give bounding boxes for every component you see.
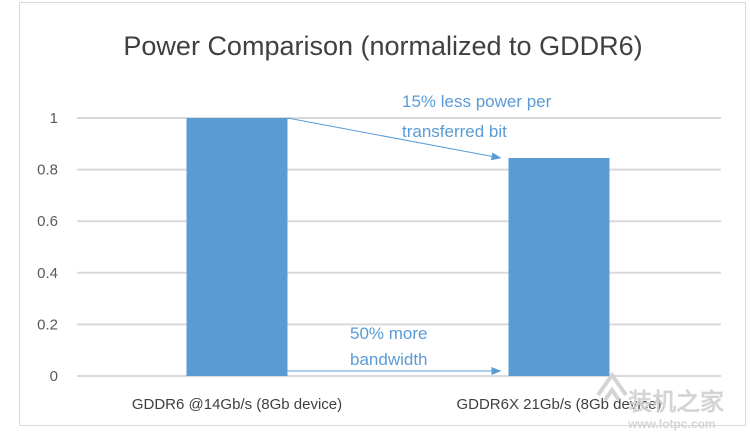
watermark-icon [596, 371, 628, 402]
watermark-logo: 装机之家 www.lotpc.com [596, 371, 724, 431]
x-category-label: GDDR6X 21Gb/s (8Gb device) [456, 396, 661, 413]
y-tick-label: 0 [50, 368, 58, 385]
chart-frame [19, 2, 746, 426]
annotation-arrow [287, 117, 502, 161]
chart-title: Power Comparison (normalized to GDDR6) [123, 31, 642, 61]
watermark-url: www.lotpc.com [627, 417, 716, 431]
annotation-text: transferred bit [402, 122, 507, 141]
y-tick-label: 0.8 [37, 162, 58, 179]
bar [508, 157, 610, 376]
y-tick-label: 0.2 [37, 316, 58, 333]
annotation-text: 15% less power per [402, 92, 552, 111]
annotation-text: bandwidth [350, 350, 428, 369]
y-tick-label: 0.6 [37, 213, 58, 230]
watermark-text: 装机之家 [628, 388, 724, 416]
y-tick-label: 0.4 [37, 265, 58, 282]
bar [186, 118, 288, 376]
annotation-text: 50% more [350, 324, 427, 343]
y-tick-label: 1 [50, 110, 58, 127]
x-category-label: GDDR6 @14Gb/s (8Gb device) [132, 396, 342, 413]
